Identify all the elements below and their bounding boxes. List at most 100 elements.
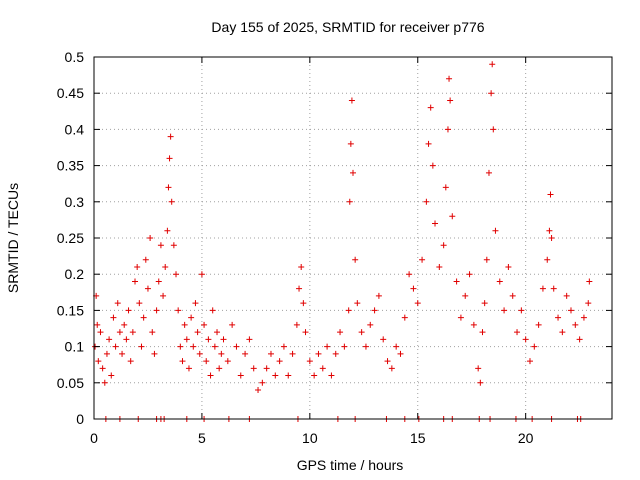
data-point	[94, 321, 101, 328]
data-point	[95, 358, 102, 365]
data-point	[410, 285, 417, 292]
data-point	[586, 278, 593, 285]
data-point	[302, 329, 309, 336]
y-axis-label: SRMTID / TECUs	[5, 183, 21, 293]
data-point	[375, 292, 382, 299]
data-point	[427, 104, 434, 111]
data-point	[183, 336, 190, 343]
data-point	[233, 343, 240, 350]
data-point	[550, 285, 557, 292]
data-point	[492, 227, 499, 234]
data-point	[136, 300, 143, 307]
data-point	[198, 271, 205, 278]
data-point	[121, 321, 128, 328]
data-point	[352, 256, 359, 263]
data-point	[544, 256, 551, 263]
data-point	[346, 198, 353, 205]
data-point	[423, 198, 430, 205]
x-tick-label: 10	[302, 430, 318, 446]
y-tick-label: 0.1	[65, 339, 85, 355]
data-point	[201, 321, 208, 328]
data-point	[548, 235, 555, 241]
data-point	[144, 285, 151, 292]
data-point	[358, 329, 365, 336]
x-tick-label: 15	[410, 430, 426, 446]
data-point	[547, 191, 554, 198]
data-point	[142, 256, 149, 263]
data-point	[218, 350, 225, 357]
data-point	[177, 343, 184, 350]
data-point	[298, 263, 305, 270]
data-point	[489, 61, 496, 68]
data-point	[462, 292, 469, 299]
data-point	[285, 372, 292, 379]
data-point	[276, 358, 283, 365]
data-point	[457, 314, 464, 321]
y-tick-label: 0.5	[65, 49, 85, 65]
data-point	[328, 372, 335, 379]
data-point	[168, 198, 175, 205]
data-points	[92, 61, 593, 422]
data-point	[185, 365, 192, 372]
data-point	[388, 365, 395, 372]
data-point	[319, 365, 326, 372]
data-point	[518, 307, 525, 314]
data-point	[447, 97, 454, 104]
data-point	[242, 350, 249, 357]
data-point	[501, 307, 508, 314]
data-point	[580, 314, 587, 321]
data-point	[453, 278, 460, 285]
data-point	[255, 387, 262, 394]
data-point	[567, 307, 574, 314]
data-point	[362, 343, 369, 350]
data-point	[162, 263, 169, 270]
data-point	[350, 169, 356, 176]
data-point	[348, 97, 355, 104]
data-point	[153, 307, 160, 314]
y-tick-label: 0	[76, 411, 84, 427]
data-point	[296, 285, 303, 292]
chart-title: Day 155 of 2025, SRMTID for receiver p77…	[211, 19, 484, 35]
data-point	[263, 365, 270, 372]
data-point	[425, 140, 432, 147]
y-tick-label: 0.15	[57, 302, 84, 318]
data-point	[170, 242, 177, 249]
data-point	[440, 242, 447, 249]
data-point	[280, 343, 287, 350]
data-point	[188, 314, 195, 321]
data-point	[488, 90, 495, 97]
data-point	[246, 336, 253, 343]
data-point	[160, 292, 167, 299]
data-point	[367, 321, 374, 328]
data-point	[509, 292, 516, 299]
data-point	[250, 365, 257, 372]
data-point	[196, 350, 203, 357]
data-point	[429, 162, 436, 169]
data-point	[155, 278, 162, 285]
data-point	[192, 300, 199, 307]
data-point	[220, 336, 227, 343]
data-point	[483, 256, 490, 263]
data-point	[479, 329, 486, 336]
data-point	[207, 372, 214, 379]
data-point	[173, 271, 180, 278]
data-point	[123, 336, 130, 343]
data-point	[419, 256, 426, 263]
data-point	[414, 300, 421, 307]
y-tick-label: 0.25	[57, 230, 84, 246]
data-point	[108, 372, 115, 379]
data-point	[205, 336, 212, 343]
data-point	[380, 336, 387, 343]
data-point	[289, 350, 296, 357]
data-point	[306, 358, 313, 365]
x-tick-label: 5	[198, 430, 206, 446]
data-point	[522, 336, 529, 343]
data-point	[470, 321, 477, 328]
data-point	[311, 372, 318, 379]
y-tick-label: 0.45	[57, 85, 84, 101]
data-point	[103, 350, 110, 357]
y-tick-label: 0.2	[65, 266, 85, 282]
x-tick-label: 20	[518, 430, 534, 446]
y-tick-label: 0.05	[57, 375, 84, 391]
